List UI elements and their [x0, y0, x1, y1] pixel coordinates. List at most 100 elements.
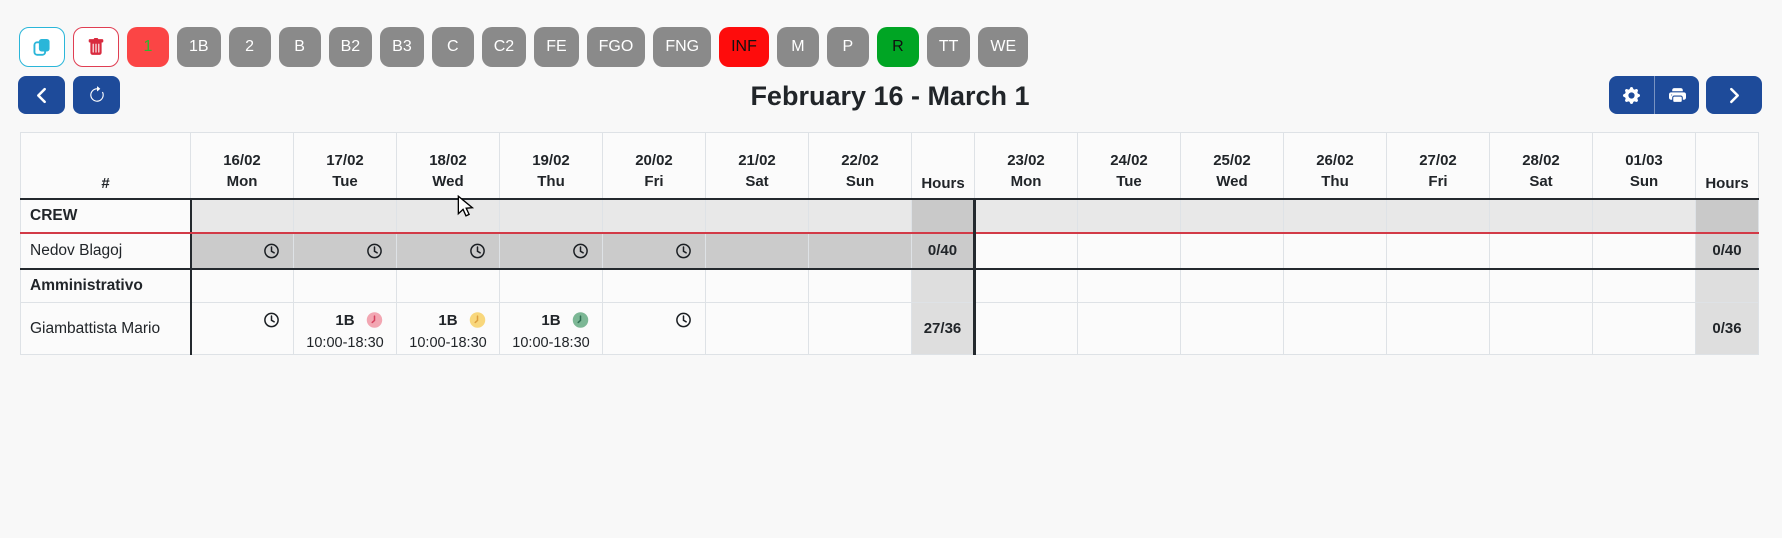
shift-toolbar: 1 1B 2 B B2 B3 C C2 FE FGO FNG INF M P R TT WE	[19, 27, 1029, 67]
settings-print-group	[1609, 76, 1699, 114]
schedule-cell[interactable]	[190, 302, 294, 355]
shift-button-inf[interactable]: INF	[719, 27, 769, 67]
nav-right-group	[1609, 76, 1762, 114]
clock-icon	[470, 243, 485, 258]
shift-button-b[interactable]: B	[278, 27, 321, 67]
shift-code: 1B	[438, 311, 458, 329]
clock-icon-wrap	[263, 312, 280, 329]
member-name[interactable]: Nedov Blagoj	[20, 232, 192, 270]
day-header: 25/02 Wed	[1180, 132, 1284, 200]
schedule-cell[interactable]	[1283, 302, 1387, 355]
schedule-cell[interactable]	[1077, 232, 1181, 270]
prev-week-button[interactable]	[18, 76, 65, 114]
clock-icon-wrap	[263, 242, 280, 259]
group-cell	[808, 198, 912, 234]
hours-header: Hours	[911, 132, 975, 200]
member-row: Nedov Blagoj 0/40 0/40	[20, 232, 1759, 270]
day-header: 24/02 Tue	[1077, 132, 1181, 200]
schedule-cell[interactable]	[808, 232, 912, 270]
clock-icon	[676, 312, 691, 328]
day-header: 22/02 Sun	[808, 132, 912, 200]
schedule-cell[interactable]	[1592, 232, 1696, 270]
schedule-cell[interactable]: 1B 10:00-18:30	[293, 302, 397, 355]
clock-icon	[264, 312, 279, 328]
settings-button[interactable]	[1609, 76, 1654, 114]
day-header: 26/02 Thu	[1283, 132, 1387, 200]
shift-time: 10:00-18:30	[512, 334, 590, 351]
schedule-cell[interactable]	[974, 232, 1078, 270]
clock-icon	[367, 243, 382, 258]
schedule-cell[interactable]	[1386, 302, 1490, 355]
shift-button-1[interactable]: 1	[127, 27, 169, 67]
clock-icon-wrap	[572, 242, 589, 259]
schedule-cell[interactable]	[1489, 302, 1593, 355]
shift-button-tt[interactable]: TT	[926, 27, 971, 67]
print-button[interactable]	[1654, 76, 1699, 114]
shift-button-r[interactable]: R	[876, 27, 919, 67]
clock-icon-wrap	[469, 242, 486, 259]
member-name[interactable]: Giambattista Mario	[20, 302, 192, 355]
day-header: 23/02 Mon	[974, 132, 1078, 200]
shift-button-fgo[interactable]: FGO	[586, 27, 646, 67]
schedule-cell[interactable]	[1592, 302, 1696, 355]
chevron-right-icon	[1729, 87, 1739, 103]
clock-icon-wrap	[469, 312, 486, 329]
schedule-cell[interactable]	[602, 302, 706, 355]
delete-button[interactable]	[73, 27, 119, 67]
refresh-button[interactable]	[73, 76, 120, 114]
schedule-table: #16/02 Mon 17/02 Tue 18/02 Wed 19/02 Thu 20/02 Fr…	[20, 132, 1759, 355]
group-cell	[1489, 198, 1593, 234]
group-cell	[1386, 268, 1490, 303]
day-header: 17/02 Tue	[293, 132, 397, 200]
hours-cell: 27/36	[911, 302, 976, 355]
schedule-cell[interactable]	[974, 302, 1078, 355]
shift-button-b2[interactable]: B2	[328, 27, 373, 67]
group-row-crew: CREW	[20, 198, 1759, 234]
next-week-button[interactable]	[1706, 76, 1762, 114]
shift-button-2[interactable]: 2	[228, 27, 271, 67]
group-cell	[1489, 268, 1593, 303]
shift-button-p[interactable]: P	[826, 27, 869, 67]
schedule-cell[interactable]: 1B 10:00-18:30	[396, 302, 500, 355]
group-cell	[602, 268, 706, 303]
shift-button-c[interactable]: C	[431, 27, 474, 67]
schedule-cell[interactable]	[808, 302, 912, 355]
schedule-table-host: #16/02 Mon 17/02 Tue 18/02 Wed 19/02 Thu 20/02 Fr…	[20, 132, 1759, 355]
shift-button-1b[interactable]: 1B	[177, 27, 221, 67]
shift-button-fe[interactable]: FE	[534, 27, 579, 67]
schedule-cell[interactable]	[705, 302, 809, 355]
copy-icon	[33, 39, 50, 56]
schedule-cell[interactable]	[1180, 232, 1284, 270]
schedule-cell[interactable]	[396, 232, 500, 270]
schedule-cell[interactable]	[190, 232, 294, 270]
group-cell	[190, 268, 294, 303]
group-cell	[499, 198, 603, 234]
schedule-cell[interactable]	[1489, 232, 1593, 270]
schedule-cell[interactable]	[1077, 302, 1181, 355]
group-name: CREW	[20, 198, 192, 234]
group-cell	[396, 268, 500, 303]
hours-cell	[911, 198, 976, 234]
copy-button[interactable]	[19, 27, 65, 67]
schedule-cell[interactable]	[602, 232, 706, 270]
group-cell	[190, 198, 294, 234]
gear-icon	[1623, 86, 1640, 104]
shift-button-b3[interactable]: B3	[380, 27, 424, 67]
schedule-cell[interactable]	[499, 232, 603, 270]
schedule-cell[interactable]	[293, 232, 397, 270]
schedule-cell[interactable]	[1283, 232, 1387, 270]
schedule-cell[interactable]: 1B 10:00-18:30	[499, 302, 603, 355]
shift-code: 1B	[541, 311, 561, 329]
group-cell	[499, 268, 603, 303]
header-row: #16/02 Mon 17/02 Tue 18/02 Wed 19/02 Thu 20/02 Fr…	[20, 132, 1759, 200]
shift-button-fng[interactable]: FNG	[653, 27, 712, 67]
hours-cell	[1695, 198, 1759, 234]
clock-icon-wrap	[675, 312, 692, 329]
schedule-cell[interactable]	[1386, 232, 1490, 270]
shift-button-c2[interactable]: C2	[481, 27, 527, 67]
clock-icon-wrap	[366, 242, 383, 259]
shift-button-m[interactable]: M	[776, 27, 819, 67]
shift-button-we[interactable]: WE	[978, 27, 1029, 67]
schedule-cell[interactable]	[705, 232, 809, 270]
schedule-cell[interactable]	[1180, 302, 1284, 355]
